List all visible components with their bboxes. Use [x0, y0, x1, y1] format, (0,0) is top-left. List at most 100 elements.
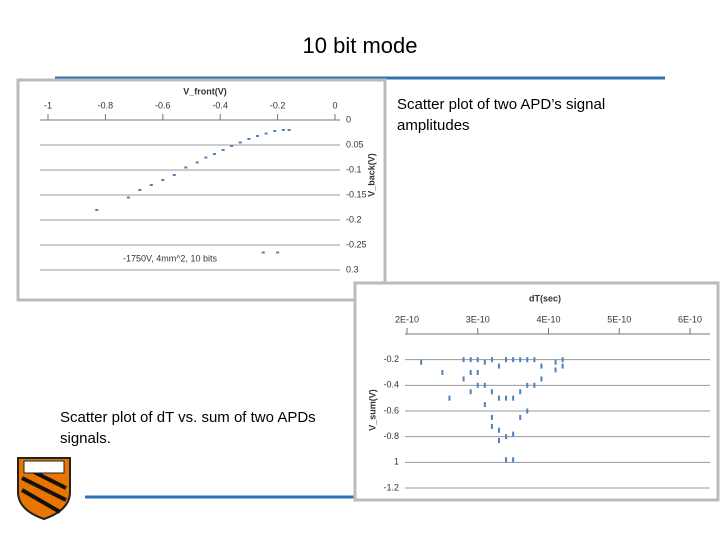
x-tick-label: -1: [44, 100, 52, 110]
point: [469, 389, 472, 395]
point: [561, 363, 564, 369]
point: [490, 389, 493, 395]
point: [512, 395, 515, 401]
point: [497, 427, 500, 433]
point: [505, 395, 508, 401]
caption: Scatter plot of two APD’s signal amplitu…: [397, 96, 606, 134]
point: [462, 376, 465, 382]
y-tick-label: -0.2: [346, 214, 362, 224]
point: [212, 153, 216, 155]
point: [526, 357, 529, 363]
x-tick-label: 0: [332, 100, 337, 110]
point: [483, 402, 486, 408]
chart-title: V_front(V): [183, 86, 227, 96]
y-tick-label: -0.1: [346, 164, 362, 174]
point: [469, 357, 472, 363]
point: [490, 357, 493, 363]
point: [261, 251, 265, 254]
point: [490, 414, 493, 420]
x-tick-label: 5E-10: [607, 314, 631, 324]
point: [554, 359, 557, 365]
scatter-chart: dT(sec) V_sum(V) -0.2 -0.4 -0.6 -0.8 1 -1.2 2E-1…: [367, 293, 710, 492]
y-tick-label: 1: [394, 457, 399, 467]
x-tick-label: -0.2: [270, 100, 286, 110]
point: [256, 135, 260, 137]
point: [276, 251, 280, 254]
point: [512, 457, 515, 463]
point: [505, 357, 508, 363]
scatter-chart: V_front(V) V_back(V) -1750V, 4mm^2, 10 bit…: [40, 86, 376, 274]
point: [195, 161, 199, 164]
point: [273, 130, 277, 132]
point: [505, 434, 508, 440]
point: [519, 389, 522, 395]
point: [462, 357, 465, 363]
annotation: -1750V, 4mm^2, 10 bits: [123, 253, 217, 263]
point: [483, 382, 486, 388]
point: [519, 357, 522, 363]
point: [161, 179, 165, 181]
y-tick-label: 0.05: [346, 139, 364, 149]
point: [204, 156, 208, 159]
point: [172, 174, 176, 176]
point: [184, 166, 188, 169]
point: [540, 363, 543, 369]
y-tick-label: -0.8: [383, 431, 399, 441]
x-tick-label: -0.4: [212, 100, 228, 110]
point: [138, 189, 142, 191]
chart-frame: [353, 281, 720, 502]
y-tick-label: 0: [346, 114, 351, 124]
point: [505, 457, 508, 463]
x-tick-label: -0.8: [98, 100, 114, 110]
x-tick-label: 6E-10: [678, 314, 702, 324]
point: [512, 431, 515, 437]
point: [281, 129, 285, 131]
slide-title: 10 bit mode: [303, 33, 418, 58]
point: [221, 149, 225, 151]
point: [519, 414, 522, 420]
point: [441, 370, 444, 375]
y-tick-label: -0.4: [383, 380, 399, 390]
y-tick-label: 0.3: [346, 264, 359, 274]
y-tick-label: -0.25: [346, 239, 367, 249]
point: [95, 209, 99, 211]
x-tick-label: 3E-10: [466, 314, 490, 324]
point: [126, 196, 130, 199]
y-axis-label: V_sum(V): [367, 389, 377, 431]
x-tick-label: -0.6: [155, 100, 171, 110]
point: [287, 129, 291, 131]
point: [448, 395, 451, 401]
chart-title: dT(sec): [529, 293, 561, 303]
chart-frame: [16, 78, 387, 302]
point: [476, 382, 479, 388]
point: [497, 438, 500, 444]
caption: Scatter plot of dT vs. sum of two APDs s…: [60, 409, 316, 447]
point: [230, 145, 234, 147]
point: [469, 370, 472, 375]
point: [420, 359, 423, 365]
y-tick-label: -0.6: [383, 405, 399, 415]
y-axis-label: V_back(V): [366, 153, 376, 197]
y-tick-label: -0.15: [346, 189, 367, 199]
point: [533, 382, 536, 388]
y-tick-label: -0.2: [383, 354, 399, 364]
point: [512, 357, 515, 363]
point: [238, 141, 242, 144]
point: [497, 395, 500, 401]
point: [483, 359, 486, 365]
point: [247, 138, 251, 140]
point: [264, 132, 268, 135]
point: [476, 370, 479, 375]
x-tick-label: 4E-10: [536, 314, 560, 324]
point: [497, 363, 500, 369]
x-tick-label: 2E-10: [395, 314, 419, 324]
point: [540, 376, 543, 382]
point: [533, 357, 536, 363]
point: [526, 382, 529, 388]
point: [476, 357, 479, 363]
point: [149, 184, 153, 186]
point: [490, 423, 493, 429]
y-tick-label: -1.2: [383, 482, 399, 492]
